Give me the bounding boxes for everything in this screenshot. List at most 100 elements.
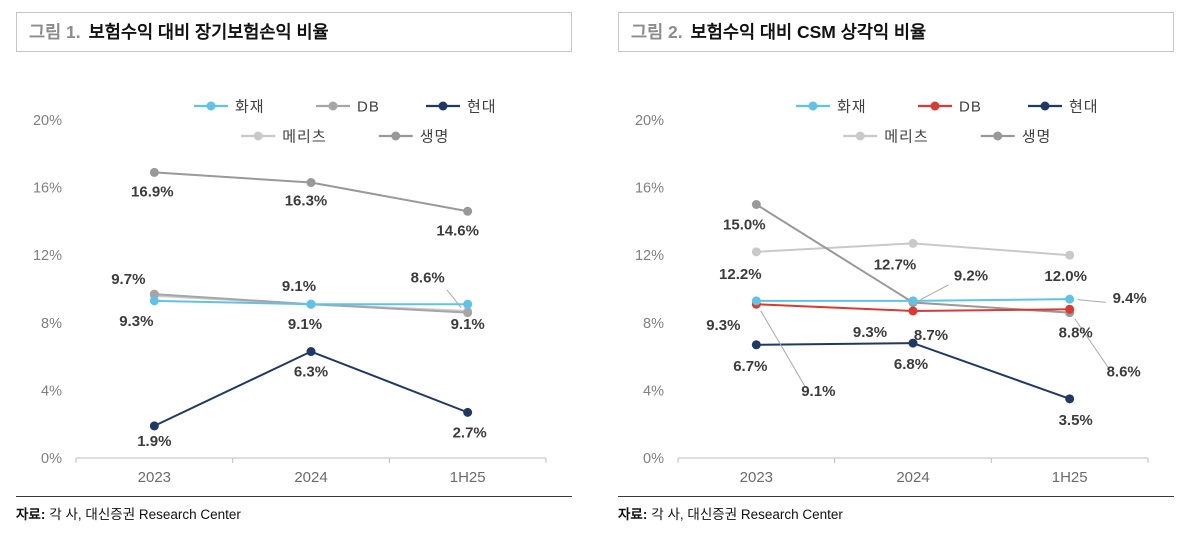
legend-item-label: 생명 — [420, 129, 450, 146]
source-label: 자료: — [16, 507, 46, 522]
legend-item-화재: 화재 — [194, 99, 265, 116]
legend-dot-marker — [438, 101, 448, 111]
figure-tag: 그림 2. — [631, 22, 683, 42]
x-axis-label: 2024 — [896, 469, 929, 486]
data-label: 9.3% — [119, 313, 153, 330]
source-line: 자료: 각 사, 대신증권 Research Center — [618, 496, 1174, 523]
label-leader-line — [920, 284, 949, 301]
figure-header: 그림 1. 보험수익 대비 장기보험손익 비율 — [16, 12, 572, 52]
y-axis-label: 12% — [33, 248, 62, 264]
data-label: 3.5% — [1059, 412, 1093, 429]
legend-dot-marker — [328, 101, 338, 111]
legend-item-label: DB — [357, 99, 380, 116]
legend-item-label: 화재 — [837, 99, 867, 116]
data-point-생명 — [306, 178, 316, 188]
legend-dot-marker — [206, 101, 216, 111]
data-label: 9.1% — [801, 383, 835, 400]
legend-item-생명: 생명 — [980, 129, 1050, 146]
x-axis-label: 1H25 — [1052, 469, 1088, 486]
x-axis-label: 2024 — [294, 469, 327, 486]
data-label: 9.4% — [1113, 290, 1147, 307]
data-label: 9.1% — [451, 316, 485, 333]
data-point-DB — [908, 306, 918, 316]
x-axis-label: 2023 — [740, 469, 773, 486]
data-label: 14.6% — [436, 222, 479, 239]
data-label: 12.0% — [1044, 268, 1087, 285]
data-point-현대 — [1065, 394, 1075, 404]
data-label: 6.8% — [894, 356, 928, 373]
chart-area: 0% 4% 8% 12% 16% 20% 2023 2024 1H25 15.0% 9.2% 8.6%… — [618, 90, 1174, 494]
legend-dot-marker — [391, 131, 401, 141]
data-label: 9.7% — [111, 271, 145, 288]
data-label: 1.9% — [137, 433, 171, 450]
label-leader-line — [446, 289, 462, 309]
y-axis-label: 20% — [33, 113, 62, 129]
data-point-생명 — [463, 206, 473, 216]
legend-item-생명: 생명 — [378, 129, 450, 146]
y-axis-label: 4% — [643, 383, 664, 399]
data-label: 9.2% — [954, 268, 988, 285]
data-label: 8.6% — [1107, 364, 1141, 381]
legend-dot-marker — [808, 101, 818, 111]
source-text: 각 사, 대신증권 Research Center — [651, 507, 843, 522]
data-point-현대 — [463, 407, 473, 417]
legend-item-label: 현대 — [1069, 99, 1099, 116]
data-point-생명 — [149, 167, 159, 177]
y-axis-label: 16% — [635, 181, 664, 197]
legend-item-label: 현대 — [467, 99, 497, 116]
data-label: 2.7% — [453, 424, 487, 441]
y-axis-label: 0% — [643, 451, 664, 467]
legend-item-label: 메리츠 — [884, 129, 928, 146]
data-point-화재 — [1065, 294, 1075, 304]
label-leader-line — [1077, 299, 1106, 303]
data-label: 8.7% — [914, 327, 948, 344]
data-point-메리츠 — [908, 238, 918, 248]
legend-item-DB: DB — [918, 99, 981, 116]
source-text: 각 사, 대신증권 Research Center — [49, 507, 241, 522]
y-axis-label: 12% — [635, 248, 664, 264]
y-axis-label: 16% — [33, 181, 62, 197]
figure-panel-1: 그림 1. 보험수익 대비 장기보험손익 비율 0% 4% 8% 12% 16% 20% 2… — [16, 12, 572, 558]
data-point-화재 — [463, 299, 473, 309]
legend-item-DB: DB — [316, 99, 380, 116]
data-point-DB — [1065, 304, 1075, 314]
figure-title: 보험수익 대비 장기보험손익 비율 — [88, 22, 329, 42]
y-axis-label: 8% — [41, 316, 62, 332]
data-label: 9.3% — [853, 324, 887, 341]
data-point-현대 — [306, 347, 316, 357]
figure-title: 보험수익 대비 CSM 상각익 비율 — [690, 22, 927, 42]
data-point-화재 — [306, 299, 316, 309]
data-point-화재 — [751, 296, 761, 306]
legend-item-현대: 현대 — [426, 99, 497, 116]
data-point-현대 — [908, 338, 918, 348]
data-point-화재 — [908, 296, 918, 306]
line-chart: 0% 4% 8% 12% 16% 20% 2023 2024 1H25 15.0% 9.2% 8.6%… — [635, 99, 1149, 486]
legend-dot-marker — [993, 131, 1003, 141]
figure-header: 그림 2. 보험수익 대비 CSM 상각익 비율 — [618, 12, 1174, 52]
y-axis-label: 20% — [635, 113, 664, 129]
data-label: 9.3% — [706, 317, 740, 334]
legend-item-현대: 현대 — [1028, 99, 1099, 116]
figure-panel-2: 그림 2. 보험수익 대비 CSM 상각익 비율 0% 4% 8% 12% 16% 20%… — [618, 12, 1174, 558]
data-point-DB — [463, 308, 473, 318]
label-leader-line — [760, 310, 806, 387]
data-label: 12.2% — [719, 266, 762, 283]
line-chart: 0% 4% 8% 12% 16% 20% 2023 2024 1H25 16.9% 16.3% 14.… — [33, 99, 547, 486]
data-label: 9.1% — [282, 278, 316, 295]
data-point-메리츠 — [751, 247, 761, 257]
data-point-생명 — [751, 200, 761, 209]
legend-item-메리츠: 메리츠 — [241, 129, 326, 146]
x-axis-label: 1H25 — [450, 469, 486, 486]
legend-item-label: 화재 — [235, 99, 265, 116]
y-axis-label: 4% — [41, 383, 62, 399]
data-point-현대 — [751, 340, 761, 350]
figure-tag: 그림 1. — [29, 22, 81, 42]
legend-dot-marker — [1040, 101, 1050, 111]
source-line: 자료: 각 사, 대신증권 Research Center — [16, 496, 572, 523]
chart-area: 0% 4% 8% 12% 16% 20% 2023 2024 1H25 16.9% 16.3% 14.… — [16, 90, 572, 494]
y-axis-label: 8% — [643, 316, 664, 332]
data-label: 8.6% — [411, 270, 445, 287]
data-label: 16.9% — [131, 183, 174, 200]
legend-dot-marker — [930, 101, 940, 111]
data-point-DB — [149, 289, 159, 299]
